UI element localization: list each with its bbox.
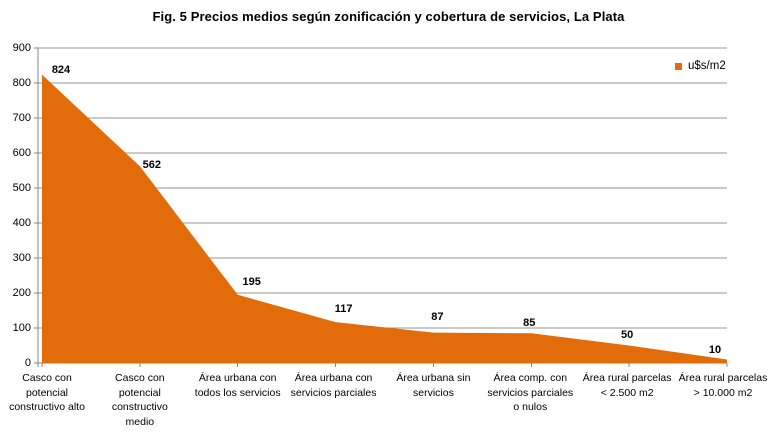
x-axis-category-label: Área comp. con servicios parciales o nul… bbox=[487, 372, 574, 413]
chart-title: Fig. 5 Precios medios según zonificación… bbox=[152, 9, 625, 24]
data-label: 10 bbox=[708, 344, 722, 356]
x-axis-category-label: Casco con potencial constructivo alto bbox=[9, 372, 85, 413]
y-axis-tick-label: 200 bbox=[12, 287, 31, 299]
data-label: 85 bbox=[523, 316, 536, 329]
y-axis-tick-label: 600 bbox=[12, 147, 31, 159]
x-axis-category-label: Casco con potencial constructivo medio bbox=[111, 372, 168, 428]
y-axis-tick-label: 500 bbox=[12, 182, 31, 194]
data-label: 117 bbox=[334, 302, 353, 315]
data-label: 50 bbox=[621, 329, 634, 341]
y-axis-tick-label: 800 bbox=[12, 77, 31, 89]
legend-swatch-icon bbox=[675, 62, 682, 70]
area-series bbox=[42, 74, 727, 363]
y-axis-tick-label: 0 bbox=[24, 357, 31, 369]
x-axis-category-label: Área rural parcelas > 10.000 m2 bbox=[678, 372, 768, 399]
data-label: 562 bbox=[142, 158, 162, 171]
x-axis-category-label: Área urbana con todos los servicios bbox=[194, 372, 281, 399]
x-axis-category-label: Área rural parcelas < 2.500 m2 bbox=[582, 372, 672, 399]
y-axis-tick-label: 400 bbox=[12, 217, 31, 229]
y-axis-tick-label: 900 bbox=[12, 42, 31, 54]
legend-label: u$s/m2 bbox=[688, 60, 726, 72]
x-axis-category-label: Área urbana con servicios parciales bbox=[290, 372, 377, 399]
x-axis-category-label: Área urbana sin servicios bbox=[396, 372, 471, 399]
y-axis-tick-label: 700 bbox=[12, 112, 31, 124]
y-axis-tick-label: 100 bbox=[12, 322, 31, 334]
data-label: 87 bbox=[431, 311, 444, 324]
data-label: 195 bbox=[242, 276, 261, 289]
data-label: 824 bbox=[51, 64, 71, 77]
legend: u$s/m2 bbox=[675, 60, 726, 72]
y-axis-tick-label: 300 bbox=[12, 252, 31, 264]
